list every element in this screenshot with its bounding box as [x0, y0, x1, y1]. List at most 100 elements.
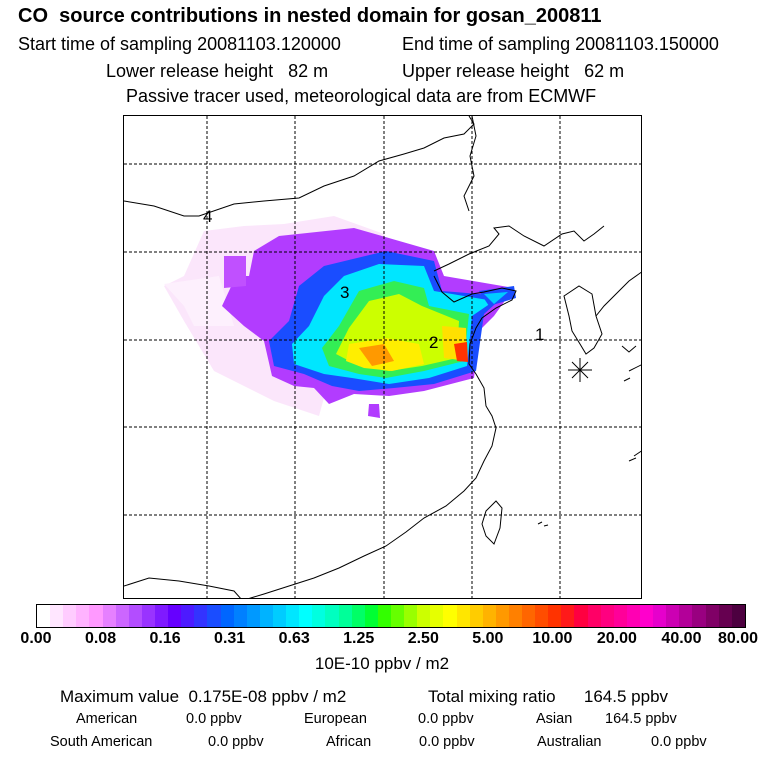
colorbar-segment — [653, 605, 667, 627]
colorbar-tick-label: 0.16 — [149, 630, 181, 647]
colorbar-segment — [705, 605, 719, 627]
colorbar-segment — [128, 605, 142, 627]
colorbar-segment — [587, 605, 601, 627]
colorbar-tick-label: 0.63 — [278, 630, 310, 647]
colorbar-segment — [495, 605, 509, 627]
european-value: 0.0 ppbv — [418, 711, 474, 727]
station-label-1: 1 — [535, 325, 544, 344]
colorbar-segment — [548, 605, 562, 627]
african-label: African — [326, 734, 372, 750]
asian-value: 164.5 ppbv — [605, 711, 677, 727]
colorbar-tick-label: 1.25 — [343, 630, 375, 647]
coastline-path — [433, 225, 605, 272]
south-american-value: 0.0 ppbv — [208, 734, 264, 750]
colorbar-segment — [469, 605, 483, 627]
colorbar-segment — [325, 605, 339, 627]
colorbar-tick-label: 40.00 — [661, 630, 702, 647]
lat-lon-grid — [124, 116, 641, 598]
tracer-note: Passive tracer used, meteorological data… — [126, 86, 597, 106]
colorbar-segment — [63, 605, 77, 627]
colorbar-segment — [154, 605, 169, 627]
colorbar-segment — [286, 605, 300, 627]
plot-title: CO source contributions in nested domain… — [18, 5, 602, 27]
colorbar-segment — [600, 605, 614, 627]
coastline-path — [537, 521, 543, 525]
colorbar-segment — [259, 605, 273, 627]
plume-orange — [359, 344, 394, 366]
upper-release-height-label: Upper release height 62 m — [402, 61, 625, 81]
colorbar-segment — [443, 605, 457, 627]
coastline-path — [628, 364, 641, 372]
station-label-2: 2 — [429, 333, 438, 352]
lower-release-height-label: Lower release height 82 m — [106, 61, 329, 81]
colorbar-segment — [482, 605, 496, 627]
asian-label: Asian — [536, 711, 573, 727]
colorbar-segment — [181, 605, 195, 627]
colorbar-segment — [574, 605, 588, 627]
colorbar-segment — [522, 605, 536, 627]
map-canvas: 1 2 3 4 — [124, 116, 641, 598]
colorbar-segment — [141, 605, 155, 627]
station-label-3: 3 — [340, 283, 349, 302]
end-time-label: End time of sampling 20081103.150000 — [402, 34, 719, 54]
coastline-path — [628, 457, 637, 462]
colorbar — [36, 604, 746, 628]
colorbar-segment — [207, 605, 221, 627]
coastline-path — [595, 271, 641, 317]
australian-label: Australian — [537, 734, 602, 750]
african-value: 0.0 ppbv — [419, 734, 475, 750]
australian-value: 0.0 ppbv — [651, 734, 707, 750]
total-mixing-ratio: Total mixing ratio 164.5 ppbv — [428, 687, 669, 706]
concentration-plume — [164, 216, 516, 418]
american-label: American — [76, 711, 138, 727]
colorbar-segment — [194, 605, 208, 627]
colorbar-segment — [666, 605, 680, 627]
colorbar-segment — [338, 605, 352, 627]
colorbar-segment — [76, 605, 90, 627]
colorbar-segment — [535, 605, 549, 627]
colorbar-segment — [561, 605, 575, 627]
colorbar-segment — [417, 605, 431, 627]
colorbar-segment — [718, 605, 732, 627]
colorbar-segment — [626, 605, 641, 627]
plume-violet-west — [224, 256, 246, 288]
colorbar-tick-label: 2.50 — [407, 630, 439, 647]
colorbar-segment — [692, 605, 706, 627]
colorbar-segment — [299, 605, 313, 627]
colorbar-tick-label: 5.00 — [472, 630, 504, 647]
colorbar-segment — [508, 605, 523, 627]
colorbar-segment — [377, 605, 391, 627]
colorbar-segment — [50, 605, 64, 627]
colorbar-segment — [37, 605, 51, 627]
coastline-path — [124, 577, 241, 598]
colorbar-segment — [115, 605, 129, 627]
plume-faint-west — [164, 276, 234, 326]
colorbar-segment — [246, 605, 260, 627]
coastline-path — [248, 275, 517, 598]
station-label-4: 4 — [203, 207, 212, 226]
coastline-path — [621, 345, 637, 353]
colorbar-segment — [168, 605, 182, 627]
colorbar-segment — [233, 605, 247, 627]
coastline-path — [563, 285, 603, 355]
coastline-path — [633, 450, 641, 457]
map-panel: 1 2 3 4 — [123, 115, 642, 599]
colorbar-segment — [364, 605, 378, 627]
colorbar-segment — [731, 605, 745, 627]
coastline-path — [124, 116, 475, 217]
colorbar-segment — [89, 605, 103, 627]
colorbar-tick-label: 0.00 — [20, 630, 52, 647]
plume-south-tail — [368, 404, 380, 418]
colorbar-segment — [613, 605, 627, 627]
colorbar-units: 10E-10 ppbv / m2 — [314, 654, 450, 673]
asterisk-marker — [568, 358, 592, 382]
colorbar-segment — [404, 605, 418, 627]
colorbar-tick-label: 0.08 — [84, 630, 117, 647]
colorbar-segment — [220, 605, 234, 627]
colorbar-segment — [430, 605, 444, 627]
american-value: 0.0 ppbv — [186, 711, 242, 727]
colorbar-segment — [312, 605, 326, 627]
colorbar-tick-label: 20.00 — [596, 630, 637, 647]
colorbar-segment — [456, 605, 470, 627]
south-american-label: South American — [50, 734, 153, 750]
